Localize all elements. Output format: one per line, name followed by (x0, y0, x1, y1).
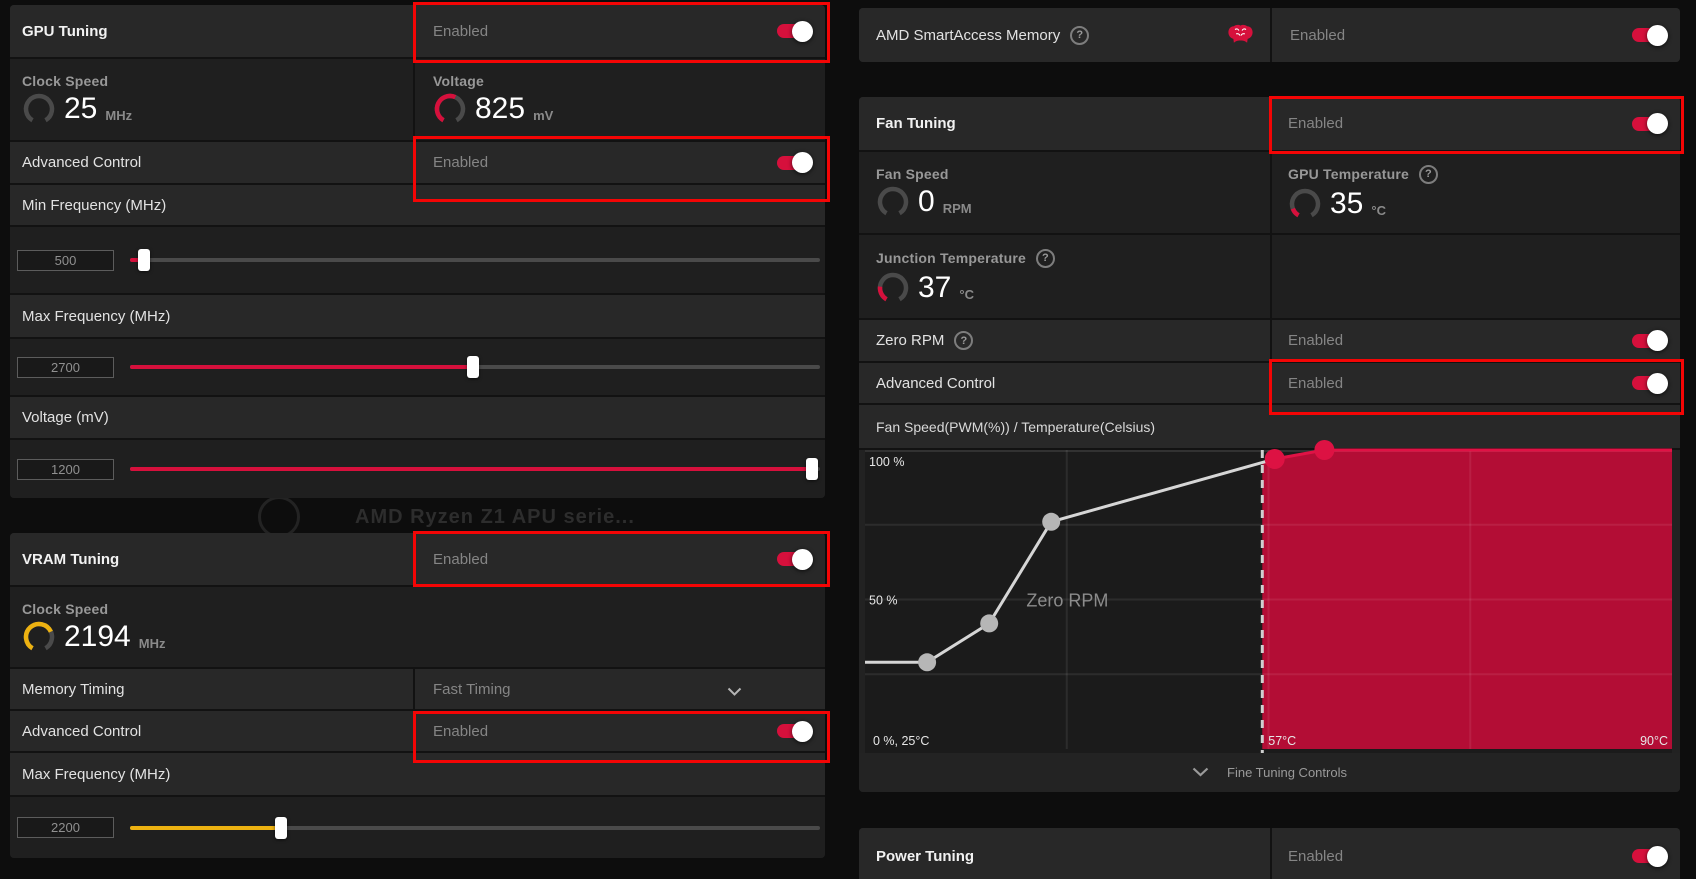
gauge-icon (22, 620, 56, 654)
junction-temperature-row: Junction Temperature 37 °C (859, 235, 1680, 318)
fan-curve-chart-row: 100 % 50 % 0 %, 25°C 57°C 90°C Zero RPM (859, 440, 1680, 753)
min-frequency-slider[interactable] (130, 249, 820, 271)
brain-icon (1227, 24, 1254, 51)
gauge-icon (1288, 187, 1322, 221)
smart-access-enabled-cell: Enabled (1272, 8, 1680, 62)
fan-tuning-toggle[interactable] (1632, 113, 1668, 134)
gauge-icon (433, 92, 467, 126)
slider-handle[interactable] (805, 458, 818, 480)
memory-timing-row: Memory Timing Fast Timing (10, 669, 825, 709)
fan-curve-chart[interactable]: 100 % 50 % 0 %, 25°C 57°C 90°C Zero RPM (865, 440, 1672, 753)
power-tuning-title: Power Tuning (876, 847, 975, 865)
gpu-advanced-toggle[interactable] (777, 152, 813, 173)
gpu-advanced-control-row: Advanced Control Enabled (10, 142, 825, 183)
max-frequency-slider-row (10, 339, 825, 395)
chevron-down-icon[interactable] (727, 684, 742, 702)
fan-advanced-control-row: Advanced Control Enabled (859, 363, 1680, 403)
fan-tuning-header-row: Fan Tuning Enabled (859, 97, 1680, 150)
zero-rpm-row: Zero RPM Enabled (859, 320, 1680, 361)
fan-curve-chart-title: Fan Speed(PWM(%)) / Temperature(Celsius) (876, 418, 1156, 435)
voltage-slider[interactable] (130, 458, 820, 480)
voltage-input[interactable] (17, 458, 114, 480)
power-tuning-header-row: Power Tuning Enabled (859, 828, 1680, 879)
svg-text:90°C: 90°C (1640, 734, 1668, 748)
vram-clock-speed-readout: Clock Speed 2194 MHz (22, 600, 166, 654)
gauge-icon (876, 185, 910, 219)
power-tuning-toggle[interactable] (1632, 845, 1668, 867)
help-icon[interactable] (1070, 25, 1090, 45)
fan-advanced-toggle[interactable] (1632, 372, 1668, 394)
watermark-logo (258, 496, 300, 538)
fan-tuning-title: Fan Tuning (876, 115, 956, 132)
watermark-text: AMD Ryzen Z1 APU serie... (355, 506, 635, 528)
vram-advanced-toggle[interactable] (777, 720, 813, 742)
memory-timing-dropdown[interactable]: Fast Timing (415, 669, 825, 709)
gpu-tuning-panel: GPU Tuning Enabled Clock Speed 25 MHz Vo… (10, 5, 825, 498)
fine-tuning-controls-row[interactable]: Fine Tuning Controls (859, 753, 1680, 792)
min-frequency-input[interactable] (17, 249, 114, 271)
zero-rpm-enabled-cell: Enabled (1272, 320, 1680, 361)
gpu-temperature-readout: GPU Temperature 35 °C (1272, 152, 1680, 233)
max-frequency-slider[interactable] (130, 356, 820, 378)
voltage-label-row: Voltage (mV) (10, 397, 825, 438)
fan-advanced-enabled-cell: Enabled (1272, 363, 1680, 403)
vram-max-frequency-slider[interactable] (130, 816, 820, 839)
junction-temperature-readout: Junction Temperature 37 °C (859, 235, 1270, 318)
svg-text:57°C: 57°C (1268, 734, 1296, 748)
gpu-tuning-toggle[interactable] (777, 20, 813, 42)
gpu-tuning-enabled-label: Enabled (433, 22, 489, 40)
vram-max-frequency-input[interactable] (17, 817, 114, 838)
gauge-icon (876, 271, 910, 305)
vram-max-frequency-slider-row (10, 797, 825, 858)
gauge-icon (22, 92, 56, 126)
zero-rpm-toggle[interactable] (1632, 330, 1668, 351)
vram-max-frequency-label-row: Max Frequency (MHz) (10, 753, 825, 795)
slider-handle[interactable] (466, 356, 479, 378)
voltage-slider-row (10, 440, 825, 498)
fan-tuning-enabled-cell: Enabled (1272, 97, 1680, 150)
vram-tuning-toggle[interactable] (777, 548, 813, 570)
smart-access-label: AMD SmartAccess Memory (876, 26, 1061, 44)
fine-tuning-controls-label: Fine Tuning Controls (1227, 765, 1347, 780)
fan-gauges-row: Fan Speed 0 RPM GPU Temperature 35 °C (859, 152, 1680, 233)
vram-tuning-title: VRAM Tuning (22, 550, 120, 568)
fan-tuning-panel: Fan Tuning Enabled Fan Speed 0 RPM GPU T… (859, 97, 1680, 792)
gpu-tuning-enabled-cell: Enabled (415, 5, 825, 57)
vram-tuning-header-row: VRAM Tuning Enabled (10, 533, 825, 585)
max-frequency-input[interactable] (17, 356, 114, 378)
smart-access-memory-panel: AMD SmartAccess Memory Enabled (859, 8, 1680, 62)
slider-handle[interactable] (137, 249, 150, 271)
gpu-voltage-readout: Voltage 825 mV (433, 73, 554, 126)
svg-text:50 %: 50 % (869, 594, 898, 608)
gpu-advanced-enabled-cell: Enabled (415, 142, 825, 183)
svg-text:0 %, 25°C: 0 %, 25°C (873, 734, 929, 748)
power-tuning-panel: Power Tuning Enabled (859, 828, 1680, 879)
gpu-tuning-header-row: GPU Tuning Enabled (10, 5, 825, 57)
gpu-gauges-row: Clock Speed 25 MHz Voltage 825 mV (10, 59, 825, 140)
min-frequency-slider-row (10, 227, 825, 293)
vram-tuning-panel: VRAM Tuning Enabled Clock Speed 2194 MHz… (10, 533, 825, 858)
smart-access-row: AMD SmartAccess Memory Enabled (859, 8, 1680, 62)
help-icon[interactable] (954, 331, 974, 350)
svg-text:100 %: 100 % (869, 455, 904, 469)
power-tuning-enabled-cell: Enabled (1272, 828, 1680, 879)
fan-speed-readout: Fan Speed 0 RPM (876, 166, 972, 219)
slider-handle[interactable] (275, 816, 288, 839)
smart-access-toggle[interactable] (1632, 24, 1668, 46)
vram-gauges-row: Clock Speed 2194 MHz (10, 587, 825, 667)
gpu-clock-speed-readout: Clock Speed 25 MHz (22, 73, 133, 126)
vram-advanced-enabled-cell: Enabled (415, 711, 825, 751)
empty-cell (1272, 235, 1680, 318)
svg-text:Zero RPM: Zero RPM (1026, 591, 1108, 611)
max-frequency-label-row: Max Frequency (MHz) (10, 295, 825, 337)
vram-tuning-enabled-cell: Enabled (415, 533, 825, 585)
min-frequency-label-row: Min Frequency (MHz) (10, 185, 825, 225)
fan-curve-title-row: Fan Speed(PWM(%)) / Temperature(Celsius) (859, 405, 1680, 448)
gpu-tuning-title: GPU Tuning (22, 22, 108, 40)
vram-advanced-control-row: Advanced Control Enabled (10, 711, 825, 751)
help-icon[interactable] (1419, 164, 1438, 184)
chevron-down-icon[interactable] (1192, 764, 1209, 782)
help-icon[interactable] (1036, 248, 1055, 268)
